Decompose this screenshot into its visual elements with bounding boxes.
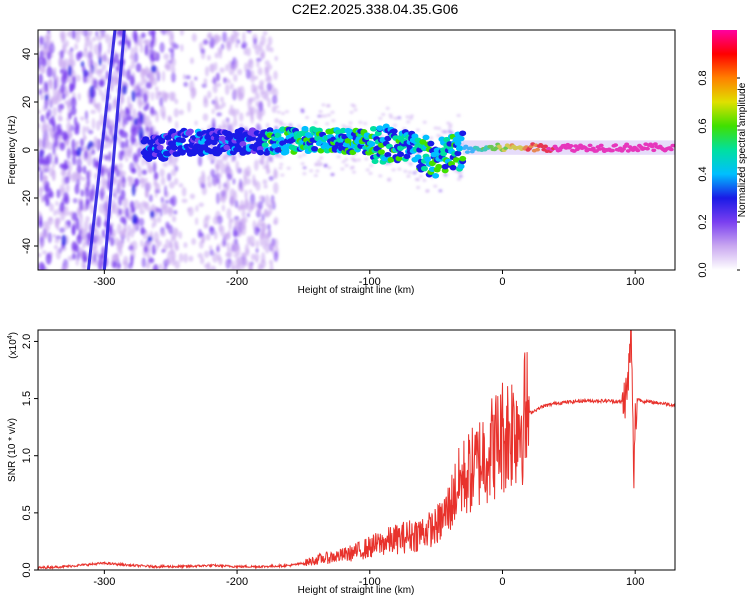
snr-scale-note: (x104) — [7, 332, 19, 359]
spectrogram-y-tick-label: 20 — [21, 96, 33, 108]
snr-scale-prefix: (x10 — [8, 339, 19, 359]
spectrogram-x-tick-label: 0 — [499, 276, 505, 288]
snr-x-label: Height of straight line (km) — [298, 585, 415, 596]
colorbar-tick-label: 0.4 — [697, 166, 709, 181]
colorbar: 0.0 0.2 0.4 0.6 0.8 Normalized spectral ampl… — [697, 30, 748, 278]
snr-x-tick-label: 0 — [499, 576, 505, 588]
snr-plot-area — [38, 330, 675, 570]
spectrogram-signal-band — [140, 123, 675, 179]
spectrogram-y-tick-label: -40 — [21, 238, 33, 254]
snr-scale-exponent: 4 — [7, 335, 14, 339]
page-title: C2E2.2025.338.04.35.G06 — [292, 1, 459, 17]
snr-x-tick-label: -200 — [226, 576, 248, 588]
colorbar-fill — [712, 30, 737, 270]
snr-y-tick-label: 1.5 — [21, 391, 33, 406]
colorbar-tick-label: 0.6 — [697, 118, 709, 133]
snr-x-tick-label: 100 — [626, 576, 644, 588]
spectrogram-streak — [86, 30, 117, 270]
snr-x-tick-label: -100 — [359, 576, 381, 588]
spectrogram-y-tick-label: 0 — [21, 147, 33, 153]
snr-y-tick-label: 0.5 — [21, 505, 33, 520]
colorbar-tick-label: 0.2 — [697, 214, 709, 229]
spectrogram-x-label: Height of straight line (km) — [298, 285, 415, 296]
spectrogram-band-halo — [462, 140, 675, 155]
snr-y-tick-label: 2.0 — [21, 334, 33, 349]
spectrogram-y-tick-label: 40 — [21, 48, 33, 60]
snr-y-tick-label: 1.0 — [21, 448, 33, 463]
spectrogram-x-tick-label: 100 — [626, 276, 644, 288]
colorbar-tick-label: 0.0 — [697, 262, 709, 277]
snr-x-tick-label: -300 — [93, 576, 115, 588]
snr-series-line — [38, 330, 675, 570]
snr-y-label: SNR (10 * v/v) — [7, 418, 18, 482]
spectrogram-x-tick-label: -300 — [93, 276, 115, 288]
spectrogram-plot-area — [38, 30, 675, 270]
spectrogram-y-tick-label: -20 — [21, 190, 33, 206]
snr-axes: -300 -200 -100 0 100 0.0 0.5 1.0 1.5 2.0 — [21, 334, 644, 588]
spectrogram-x-tick-label: -200 — [226, 276, 248, 288]
spectrogram-x-tick-label: -100 — [359, 276, 381, 288]
spectrogram-streak — [102, 30, 126, 270]
spectrogram-noise-texture — [38, 30, 465, 270]
snr-scale-close: ) — [8, 332, 19, 335]
snr-panel: -300 -200 -100 0 100 0.0 0.5 1.0 1.5 2.0 Height o… — [7, 329, 676, 596]
colorbar-ticks: 0.0 0.2 0.4 0.6 0.8 — [697, 70, 740, 278]
snr-frame — [37, 329, 676, 571]
snr-y-tick-label: 0.0 — [21, 562, 33, 577]
colorbar-label: Normalized spectral amplitude — [737, 82, 748, 217]
spectrogram-y-label: Frequency (Hz) — [7, 116, 18, 185]
colorbar-tick-label: 0.8 — [697, 70, 709, 85]
